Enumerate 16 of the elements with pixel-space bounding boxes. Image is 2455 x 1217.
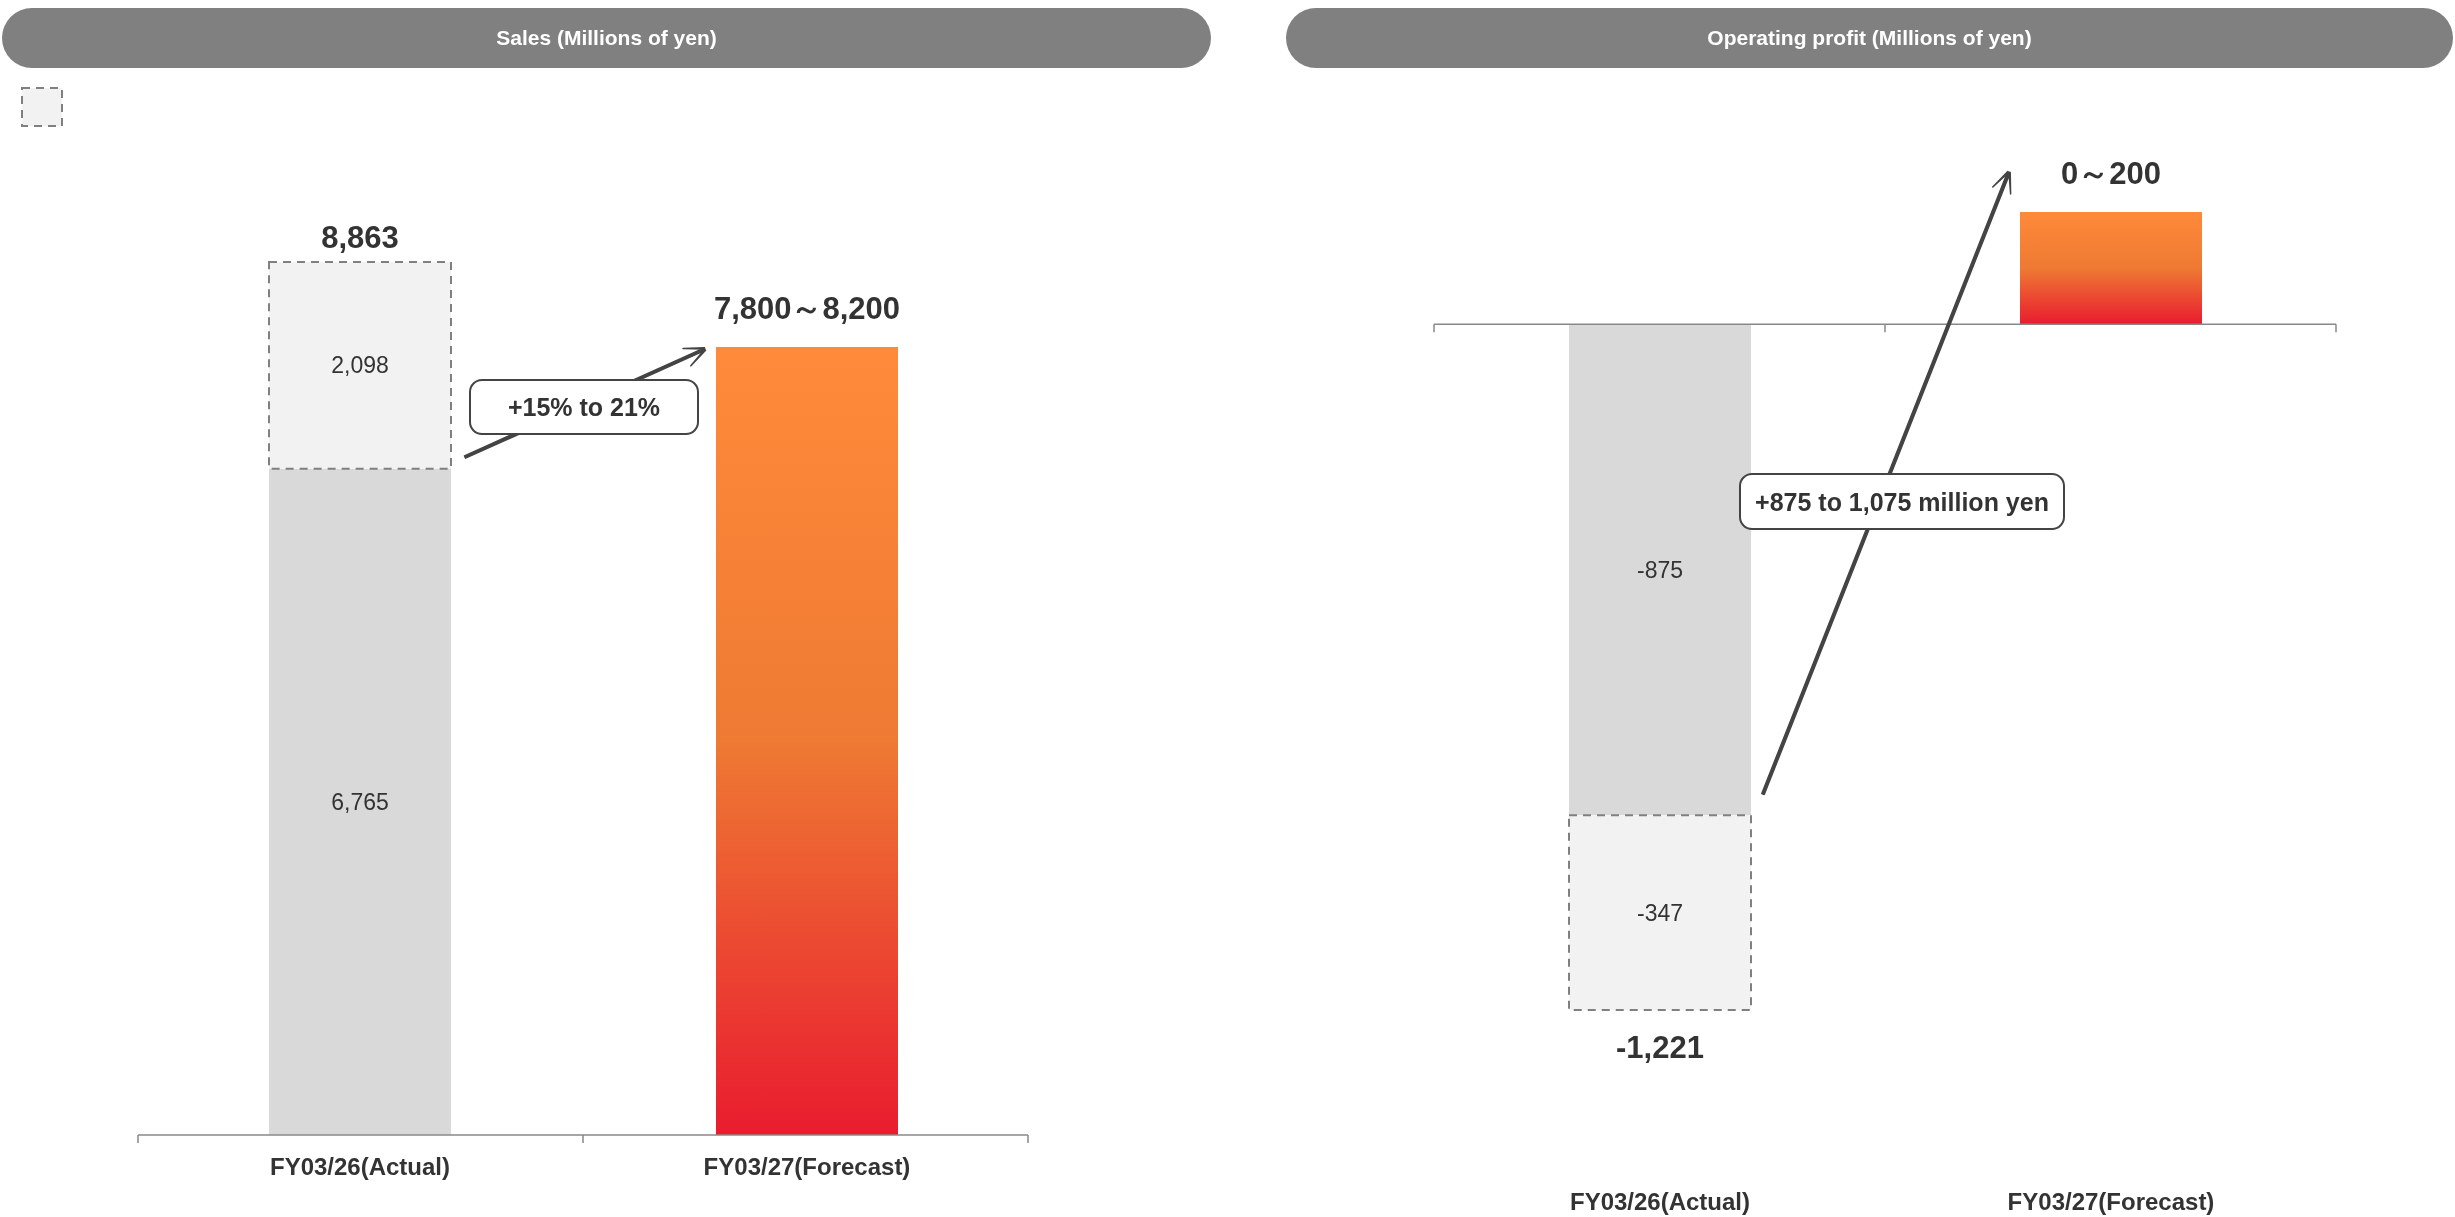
data-label: 6,765 <box>331 788 389 815</box>
data-label: -347 <box>1636 899 1684 926</box>
x-tick-label: FY03/26(Actual) <box>269 1153 451 1180</box>
annotation: +875 to 1,075 million yen <box>1755 487 2049 516</box>
data-label: 2,098 <box>331 352 389 379</box>
total-label: -1,221 <box>1616 1030 1704 1065</box>
annotation: +15% to 21% <box>507 393 661 421</box>
annotation: 0～200 <box>2061 156 2161 191</box>
x-tick-label: FY03/27(Forecast) <box>2007 1188 2215 1215</box>
data-label: -875 <box>1636 556 1684 583</box>
annotation: 7,800～8,200 <box>713 291 901 326</box>
chart-title: Sales (Millions of yen) <box>496 26 717 49</box>
x-tick-label: FY03/26(Actual) <box>1569 1188 1751 1215</box>
x-tick-label: FY03/27(Forecast) <box>703 1153 911 1180</box>
total-label: 8,863 <box>321 220 399 255</box>
chart-title: Operating profit (Millions of yen) <box>1707 26 2032 49</box>
